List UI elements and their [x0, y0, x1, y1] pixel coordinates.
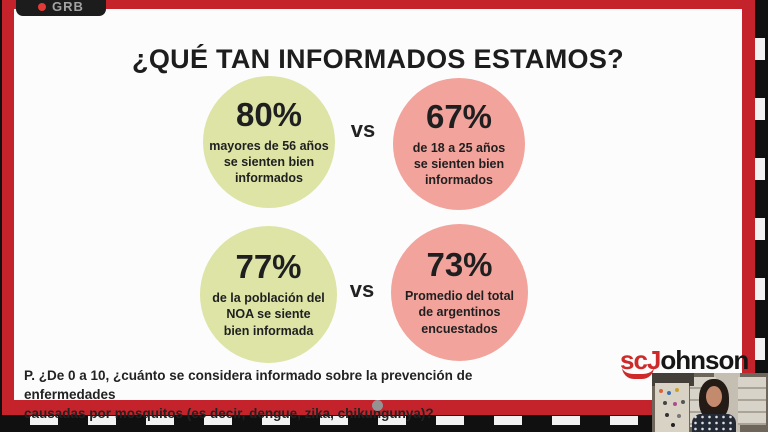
- presenter-body: [692, 414, 736, 432]
- survey-question-footnote: P. ¿De 0 a 10, ¿cuánto se considera info…: [24, 368, 473, 421]
- stat-circle-80: 80% mayores de 56 años se sienten bien i…: [203, 76, 335, 208]
- sc-johnson-logo: scJohnson: [620, 345, 749, 379]
- stat-caption-77: de la población del NOA se siente bien i…: [212, 291, 325, 338]
- slide-title: ¿QUÉ TAN INFORMADOS ESTAMOS?: [132, 44, 624, 75]
- stat-circle-67: 67% de 18 a 25 años se sienten bien info…: [393, 78, 525, 210]
- stat-caption-67: de 18 a 25 años se sienten bien informad…: [412, 140, 506, 188]
- slide-handle-dot: [372, 400, 383, 411]
- film-strip-bottom-dashes: [0, 416, 768, 425]
- stat-caption-80: mayores de 56 años se sienten bien infor…: [209, 138, 329, 186]
- webcam-pinboard-magnets: [659, 389, 663, 393]
- grb-badge-label: GRB: [52, 0, 84, 14]
- stat-circle-77: 77% de la población del NOA se siente bi…: [200, 226, 337, 363]
- vs-label-bottom: vs: [349, 277, 375, 302]
- stat-value-73: 73%: [426, 246, 493, 284]
- webcam-dark-corner: [652, 373, 694, 386]
- sc-johnson-logo-ohnson: ohnson: [660, 345, 749, 375]
- stat-caption-73: Promedio del total de argentinos encuest…: [404, 289, 515, 336]
- stat-circle-73: 73% Promedio del total de argentinos enc…: [391, 224, 528, 361]
- webcam-shelf-right: [738, 377, 766, 425]
- presenter-webcam-video[interactable]: [652, 373, 768, 432]
- sc-johnson-logo-swoosh: [622, 367, 654, 379]
- film-strip-bottom: [0, 415, 768, 432]
- record-dot-icon: [38, 3, 47, 11]
- webcam-pinboard: [655, 383, 689, 432]
- grb-recording-badge: GRB: [16, 0, 106, 16]
- stat-value-80: 80%: [235, 95, 303, 133]
- presenter-face: [706, 386, 722, 407]
- film-strip-right-dashes: [755, 0, 765, 432]
- film-strip-right: [755, 0, 768, 432]
- presentation-slide: ¿QUÉ TAN INFORMADOS ESTAMOS? 80% mayores…: [2, 0, 755, 421]
- stat-value-67: 67%: [425, 97, 493, 135]
- vs-label-top: vs: [350, 117, 376, 142]
- stat-value-77: 77%: [235, 248, 302, 286]
